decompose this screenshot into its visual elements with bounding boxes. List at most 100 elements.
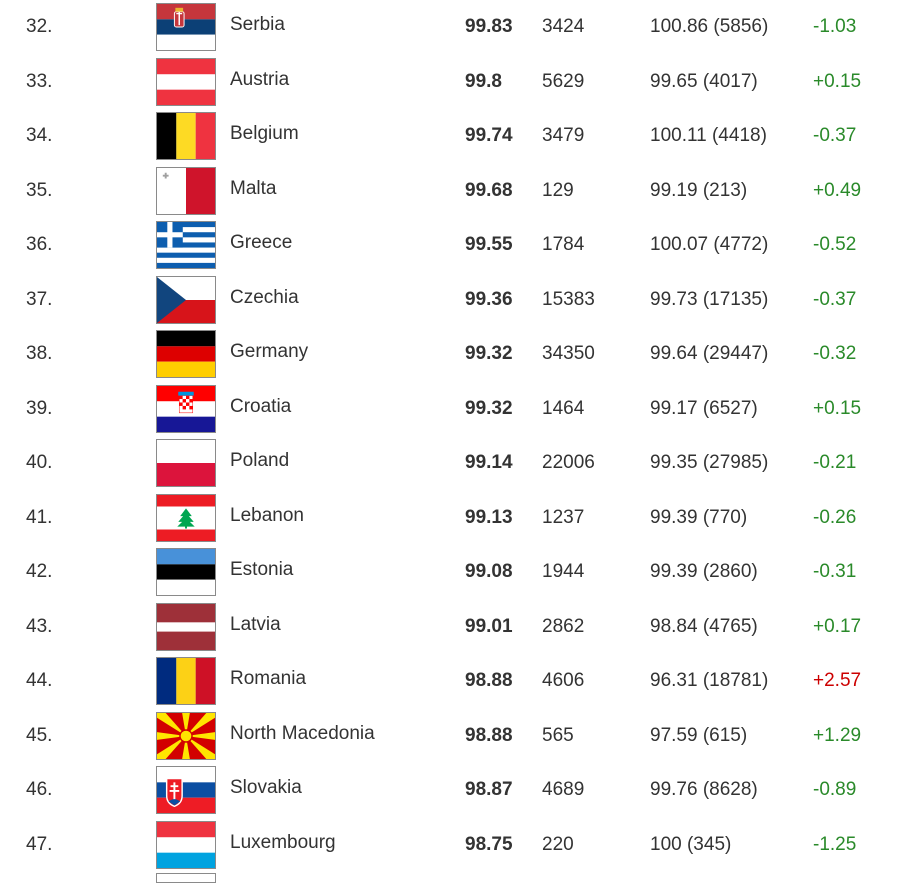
luxembourg-flag-icon [156,821,216,869]
lebanon-flag-icon [156,494,216,542]
table-row: 40. Poland 99.14 22006 99.35 (27985) -0.… [0,438,910,492]
table-row: 33. Austria 99.8 5629 99.65 (4017) +0.15 [0,57,910,111]
previous-score: 99.73 (17135) [650,289,769,310]
country-name[interactable]: Serbia [230,14,285,35]
rank: 37. [26,289,53,310]
previous-score: 99.19 (213) [650,180,748,201]
sample-count: 3479 [542,125,585,146]
table-row: 34. Belgium 99.74 3479 100.11 (4418) -0.… [0,111,910,165]
country-name[interactable]: Lebanon [230,505,304,526]
score-change: -0.37 [813,289,857,310]
score-change: +0.15 [813,398,862,419]
greece-flag-icon [156,221,216,269]
rank: 33. [26,71,53,92]
score: 99.32 [465,398,513,419]
sample-count: 1464 [542,398,585,419]
country-name[interactable]: North Macedonia [230,723,375,744]
previous-score: 97.59 (615) [650,725,748,746]
country-name[interactable]: Czechia [230,287,299,308]
latvia-flag-icon [156,603,216,651]
previous-score: 100.11 (4418) [650,125,767,146]
country-name[interactable]: Germany [230,341,309,362]
table-row: 38. Germany 99.32 34350 99.64 (29447) -0… [0,329,910,383]
country-name[interactable]: Slovakia [230,777,302,798]
table-row: 37. Czechia 99.36 15383 99.73 (17135) -0… [0,275,910,329]
score-change: -0.31 [813,561,857,582]
sample-count: 3424 [542,16,585,37]
country-name[interactable]: Estonia [230,559,294,580]
country-name[interactable]: Belgium [230,123,299,144]
score-change: -0.32 [813,343,857,364]
previous-score: 99.17 (6527) [650,398,758,419]
sample-count: 1944 [542,561,585,582]
table-row: 36. Greece 99.55 1784 100.07 (4772) -0.5… [0,220,910,274]
table-row: 35. Malta 99.68 129 99.19 (213) +0.49 [0,166,910,220]
score-change: +0.15 [813,71,862,92]
country-name[interactable]: Croatia [230,396,292,417]
score: 98.88 [465,670,513,691]
score: 99.01 [465,616,513,637]
country-name[interactable]: Greece [230,232,293,253]
slovakia-flag-icon [156,766,216,814]
czechia-flag-icon [156,276,216,324]
rank: 47. [26,834,53,855]
table-row: 44. Romania 98.88 4606 96.31 (18781) +2.… [0,656,910,710]
country-name[interactable]: Malta [230,178,277,199]
rank: 34. [26,125,53,146]
score: 99.13 [465,507,513,528]
score-change: +0.17 [813,616,862,637]
score: 99.32 [465,343,513,364]
table-row: 42. Estonia 99.08 1944 99.39 (2860) -0.3… [0,547,910,601]
score-change: -1.25 [813,834,857,855]
country-name[interactable]: Latvia [230,614,281,635]
score-change: -0.37 [813,125,857,146]
previous-score: 99.76 (8628) [650,779,758,800]
sample-count: 15383 [542,289,595,310]
score-change: -0.21 [813,452,857,473]
rank: 46. [26,779,53,800]
score-change: -0.26 [813,507,857,528]
rank: 43. [26,616,53,637]
sample-count: 129 [542,180,574,201]
next-row-flag-partial [156,873,216,883]
rank: 40. [26,452,53,473]
rank: 42. [26,561,53,582]
country-name[interactable]: Austria [230,69,290,90]
rank: 38. [26,343,53,364]
country-name[interactable]: Poland [230,450,290,471]
croatia-flag-icon [156,385,216,433]
table-row: 41. Lebanon 99.13 1237 99.39 (770) -0.26 [0,493,910,547]
rank: 35. [26,180,53,201]
score: 99.36 [465,289,513,310]
sample-count: 5629 [542,71,585,92]
sample-count: 1237 [542,507,585,528]
rank: 39. [26,398,53,419]
table-row: 45. North Macedonia 98.88 565 97.59 (615… [0,711,910,765]
germany-flag-icon [156,330,216,378]
poland-flag-icon [156,439,216,487]
belgium-flag-icon [156,112,216,160]
table-row: 39. Croatia 99.32 1464 99.17 (6527) +0. [0,384,910,438]
score: 99.14 [465,452,513,473]
sample-count: 4689 [542,779,585,800]
score: 98.75 [465,834,513,855]
table-row: 43. Latvia 99.01 2862 98.84 (4765) +0.17 [0,602,910,656]
rank: 41. [26,507,53,528]
previous-score: 99.39 (770) [650,507,748,528]
sample-count: 220 [542,834,574,855]
score: 99.68 [465,180,513,201]
sample-count: 4606 [542,670,585,691]
rank: 32. [26,16,53,37]
previous-score: 96.31 (18781) [650,670,769,691]
estonia-flag-icon [156,548,216,596]
country-name[interactable]: Romania [230,668,307,689]
score: 99.08 [465,561,513,582]
score: 99.74 [465,125,513,146]
previous-score: 100 (345) [650,834,732,855]
country-name[interactable]: Luxembourg [230,832,336,853]
score-change: -1.03 [813,16,857,37]
previous-score: 99.64 (29447) [650,343,769,364]
score-change: +1.29 [813,725,862,746]
score-change: +0.49 [813,180,862,201]
serbia-flag-icon [156,3,216,51]
